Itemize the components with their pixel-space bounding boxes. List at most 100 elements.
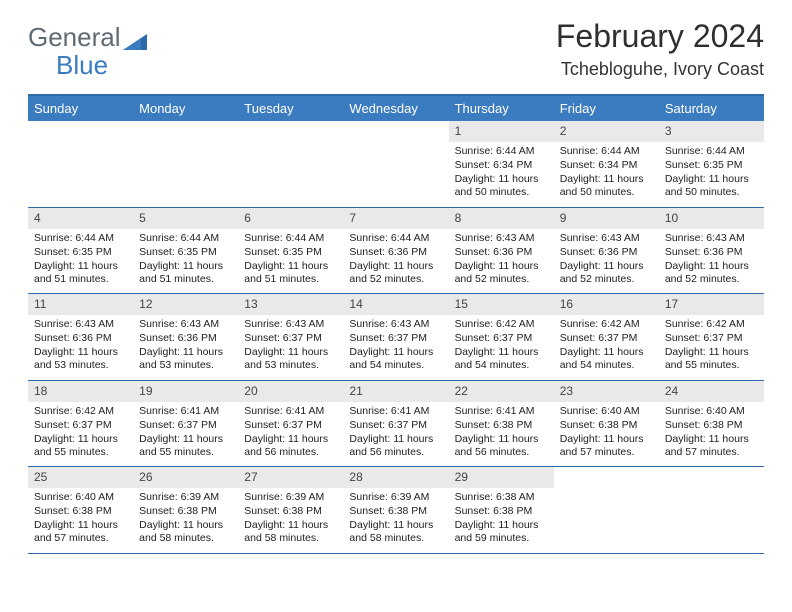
- sunset-line: Sunset: 6:34 PM: [560, 159, 653, 172]
- week-row: 4Sunrise: 6:44 AMSunset: 6:35 PMDaylight…: [28, 208, 764, 295]
- day-number: 18: [28, 381, 133, 402]
- day-body: Sunrise: 6:40 AMSunset: 6:38 PMDaylight:…: [659, 405, 764, 460]
- daylight-line: Daylight: 11 hours and 51 minutes.: [139, 260, 232, 286]
- header-row: General Blue February 2024 Tchebloguhe, …: [28, 18, 764, 80]
- day-body: Sunrise: 6:44 AMSunset: 6:35 PMDaylight:…: [659, 145, 764, 200]
- day-number: 6: [238, 208, 343, 229]
- day-number: 27: [238, 467, 343, 488]
- daylight-line: Daylight: 11 hours and 54 minutes.: [455, 346, 548, 372]
- sunset-line: Sunset: 6:36 PM: [455, 246, 548, 259]
- day-body: Sunrise: 6:43 AMSunset: 6:36 PMDaylight:…: [554, 232, 659, 287]
- sunrise-line: Sunrise: 6:43 AM: [665, 232, 758, 245]
- daylight-line: Daylight: 11 hours and 55 minutes.: [665, 346, 758, 372]
- sunset-line: Sunset: 6:37 PM: [244, 419, 337, 432]
- day-body: Sunrise: 6:44 AMSunset: 6:36 PMDaylight:…: [343, 232, 448, 287]
- day-number: 9: [554, 208, 659, 229]
- day-number: 26: [133, 467, 238, 488]
- day-body: Sunrise: 6:39 AMSunset: 6:38 PMDaylight:…: [133, 491, 238, 546]
- weekday-header: Tuesday: [238, 96, 343, 121]
- weekday-header: Saturday: [659, 96, 764, 121]
- daylight-line: Daylight: 11 hours and 55 minutes.: [34, 433, 127, 459]
- sunrise-line: Sunrise: 6:39 AM: [244, 491, 337, 504]
- day-cell: 22Sunrise: 6:41 AMSunset: 6:38 PMDayligh…: [449, 381, 554, 467]
- weekday-header-row: SundayMondayTuesdayWednesdayThursdayFrid…: [28, 96, 764, 121]
- sunset-line: Sunset: 6:38 PM: [560, 419, 653, 432]
- daylight-line: Daylight: 11 hours and 53 minutes.: [244, 346, 337, 372]
- daylight-line: Daylight: 11 hours and 53 minutes.: [139, 346, 232, 372]
- day-cell: 26 Sunrise: 6:39 AMSunset: 6:38 PMDayligh…: [133, 467, 238, 553]
- day-number: 29: [449, 467, 554, 488]
- sunrise-line: Sunrise: 6:42 AM: [665, 318, 758, 331]
- day-number: 28: [343, 467, 448, 488]
- daylight-line: Daylight: 11 hours and 50 minutes.: [560, 173, 653, 199]
- day-cell: 3Sunrise: 6:44 AMSunset: 6:35 PMDaylight…: [659, 121, 764, 207]
- month-title: February 2024: [556, 18, 764, 55]
- sunset-line: Sunset: 6:36 PM: [665, 246, 758, 259]
- sunrise-line: Sunrise: 6:44 AM: [455, 145, 548, 158]
- day-cell: 13Sunrise: 6:43 AMSunset: 6:37 PMDayligh…: [238, 294, 343, 380]
- sunrise-line: Sunrise: 6:43 AM: [244, 318, 337, 331]
- day-number: 19: [133, 381, 238, 402]
- sunset-line: Sunset: 6:38 PM: [455, 419, 548, 432]
- day-cell: 18Sunrise: 6:42 AMSunset: 6:37 PMDayligh…: [28, 381, 133, 467]
- week-row: ....1Sunrise: 6:44 AMSunset: 6:34 PMDayl…: [28, 121, 764, 208]
- sunset-line: Sunset: 6:35 PM: [665, 159, 758, 172]
- sunrise-line: Sunrise: 6:39 AM: [349, 491, 442, 504]
- day-cell: 2Sunrise: 6:44 AMSunset: 6:34 PMDaylight…: [554, 121, 659, 207]
- day-cell: 8Sunrise: 6:43 AMSunset: 6:36 PMDaylight…: [449, 208, 554, 294]
- sunrise-line: Sunrise: 6:41 AM: [139, 405, 232, 418]
- day-body: Sunrise: 6:41 AMSunset: 6:37 PMDaylight:…: [238, 405, 343, 460]
- sunrise-line: Sunrise: 6:40 AM: [34, 491, 127, 504]
- week-row: 18Sunrise: 6:42 AMSunset: 6:37 PMDayligh…: [28, 381, 764, 468]
- daylight-line: Daylight: 11 hours and 52 minutes.: [349, 260, 442, 286]
- calendar: SundayMondayTuesdayWednesdayThursdayFrid…: [28, 94, 764, 554]
- day-number: 8: [449, 208, 554, 229]
- weekday-header: Wednesday: [343, 96, 448, 121]
- daylight-line: Daylight: 11 hours and 56 minutes.: [349, 433, 442, 459]
- day-cell: 23 Sunrise: 6:40 AMSunset: 6:38 PMDayligh…: [554, 381, 659, 467]
- sunrise-line: Sunrise: 6:40 AM: [560, 405, 653, 418]
- day-cell: 4Sunrise: 6:44 AMSunset: 6:35 PMDaylight…: [28, 208, 133, 294]
- day-body: Sunrise: 6:44 AMSunset: 6:35 PMDaylight:…: [133, 232, 238, 287]
- day-cell: 27 Sunrise: 6:39 AMSunset: 6:38 PMDayligh…: [238, 467, 343, 553]
- day-body: Sunrise: 6:39 AMSunset: 6:38 PMDaylight:…: [238, 491, 343, 546]
- day-cell: 9 Sunrise: 6:43 AMSunset: 6:36 PMDaylight…: [554, 208, 659, 294]
- day-number: 7: [343, 208, 448, 229]
- week-row: 25Sunrise: 6:40 AMSunset: 6:38 PMDayligh…: [28, 467, 764, 554]
- daylight-line: Daylight: 11 hours and 56 minutes.: [244, 433, 337, 459]
- daylight-line: Daylight: 11 hours and 55 minutes.: [139, 433, 232, 459]
- day-number: 23: [554, 381, 659, 402]
- sunset-line: Sunset: 6:38 PM: [455, 505, 548, 518]
- day-number: 22: [449, 381, 554, 402]
- day-cell: .: [659, 467, 764, 553]
- logo-text-wrap: General Blue: [28, 24, 147, 79]
- sunset-line: Sunset: 6:37 PM: [244, 332, 337, 345]
- logo-part1: General: [28, 22, 121, 52]
- day-body: Sunrise: 6:44 AMSunset: 6:35 PMDaylight:…: [238, 232, 343, 287]
- sunrise-line: Sunrise: 6:43 AM: [560, 232, 653, 245]
- day-cell: 19 Sunrise: 6:41 AMSunset: 6:37 PMDayligh…: [133, 381, 238, 467]
- day-cell: 15Sunrise: 6:42 AMSunset: 6:37 PMDayligh…: [449, 294, 554, 380]
- sunrise-line: Sunrise: 6:42 AM: [34, 405, 127, 418]
- logo-triangle-icon: [123, 32, 147, 52]
- weekday-header: Monday: [133, 96, 238, 121]
- daylight-line: Daylight: 11 hours and 58 minutes.: [139, 519, 232, 545]
- daylight-line: Daylight: 11 hours and 56 minutes.: [455, 433, 548, 459]
- daylight-line: Daylight: 11 hours and 52 minutes.: [560, 260, 653, 286]
- sunrise-line: Sunrise: 6:44 AM: [34, 232, 127, 245]
- day-cell: 16Sunrise: 6:42 AMSunset: 6:37 PMDayligh…: [554, 294, 659, 380]
- daylight-line: Daylight: 11 hours and 52 minutes.: [455, 260, 548, 286]
- daylight-line: Daylight: 11 hours and 59 minutes.: [455, 519, 548, 545]
- sunrise-line: Sunrise: 6:44 AM: [665, 145, 758, 158]
- sunset-line: Sunset: 6:37 PM: [139, 419, 232, 432]
- day-body: Sunrise: 6:43 AMSunset: 6:36 PMDaylight:…: [133, 318, 238, 373]
- sunset-line: Sunset: 6:38 PM: [139, 505, 232, 518]
- brand-logo: General Blue: [28, 18, 147, 79]
- day-cell: 12Sunrise: 6:43 AMSunset: 6:36 PMDayligh…: [133, 294, 238, 380]
- day-body: Sunrise: 6:40 AMSunset: 6:38 PMDaylight:…: [554, 405, 659, 460]
- sunrise-line: Sunrise: 6:41 AM: [349, 405, 442, 418]
- sunset-line: Sunset: 6:37 PM: [560, 332, 653, 345]
- sunset-line: Sunset: 6:38 PM: [665, 419, 758, 432]
- daylight-line: Daylight: 11 hours and 54 minutes.: [349, 346, 442, 372]
- day-number: 14: [343, 294, 448, 315]
